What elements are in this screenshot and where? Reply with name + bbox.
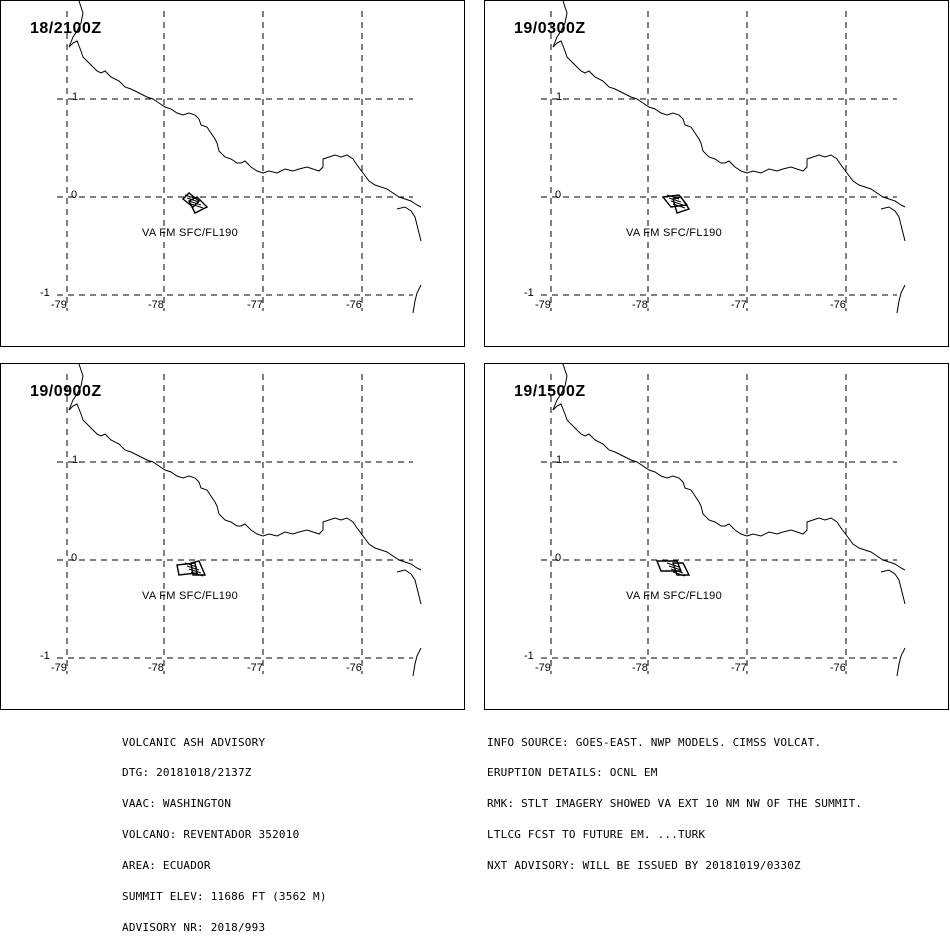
map-panel-2: 19/0300Z VA FM SFC/FL190 1 0 -1 -79 -78 … — [484, 0, 949, 347]
ash-cloud-polygon — [181, 192, 201, 208]
info-line: LTLCG FCST TO FUTURE EM. ...TURK — [487, 828, 706, 842]
lat-label: 0 — [71, 552, 78, 564]
panel-time: 19/0300Z — [514, 20, 586, 37]
ash-hatch — [666, 562, 680, 568]
coastline — [412, 647, 422, 677]
lon-label: -76 — [346, 299, 362, 311]
ash-hatch — [186, 197, 200, 203]
hazard-label: VA FM SFC/FL190 — [142, 227, 238, 239]
info-line: ERUPTION DETAILS: OCNL EM — [487, 766, 658, 780]
hazard-label: VA FM SFC/FL190 — [626, 227, 722, 239]
ash-hatch — [672, 203, 686, 209]
lon-label: -76 — [830, 662, 846, 674]
map-panel-3: 19/0900Z VA FM SFC/FL190 1 0 -1 -79 -78 … — [0, 363, 465, 710]
ash-hatch — [186, 565, 200, 571]
lon-label: -77 — [247, 299, 263, 311]
ash-cloud-polygon — [655, 560, 683, 572]
map-graphic — [57, 363, 422, 677]
lon-label: -79 — [535, 662, 551, 674]
lon-label: -77 — [247, 662, 263, 674]
ash-hatch — [184, 562, 198, 568]
info-line: NXT ADVISORY: WILL BE ISSUED BY 20181019… — [487, 859, 801, 873]
advisory-line: DTG: 20181018/2137Z — [122, 766, 252, 780]
ash-hatch — [184, 194, 198, 200]
info-line: RMK: STLT IMAGERY SHOWED VA EXT 10 NM NW… — [487, 797, 863, 811]
lon-label: -77 — [731, 299, 747, 311]
map-panel-4: 19/1500Z VA FM SFC/FL190 1 0 -1 -79 -78 … — [484, 363, 949, 710]
lat-label: 1 — [556, 454, 563, 466]
coastline — [412, 284, 422, 314]
advisory-info: INFO SOURCE: GOES-EAST. NWP MODELS. CIMS… — [487, 717, 862, 882]
hazard-label: VA FM SFC/FL190 — [142, 590, 238, 602]
advisory-line: SUMMIT ELEV: 11686 FT (3562 M) — [122, 890, 327, 904]
advisory-line: VAAC: WASHINGTON — [122, 797, 232, 811]
lat-label: 1 — [556, 91, 563, 103]
coastline — [68, 0, 422, 208]
lon-label: -76 — [830, 299, 846, 311]
lat-label: 1 — [72, 91, 79, 103]
info-line: INFO SOURCE: GOES-EAST. NWP MODELS. CIMS… — [487, 735, 822, 749]
panel-time: 19/0900Z — [30, 383, 102, 400]
coastline — [68, 363, 422, 571]
coastline — [896, 284, 906, 314]
ash-hatch — [670, 568, 684, 574]
map-graphic — [541, 0, 906, 314]
hazard-label: VA FM SFC/FL190 — [626, 590, 722, 602]
panel-time: 19/1500Z — [514, 383, 586, 400]
panel-time: 18/2100Z — [30, 20, 102, 37]
lat-label: -1 — [40, 287, 50, 299]
ash-hatch — [672, 571, 686, 577]
advisory-line: VOLCANIC ASH ADVISORY — [122, 735, 266, 749]
lat-label: 1 — [72, 454, 79, 466]
coastline — [896, 647, 906, 677]
map-graphic — [541, 363, 906, 677]
lat-label: 0 — [71, 189, 78, 201]
advisory-line: VOLCANO: REVENTADOR 352010 — [122, 828, 300, 842]
lon-label: -77 — [731, 662, 747, 674]
coastline — [396, 569, 422, 605]
lat-label: -1 — [524, 650, 534, 662]
ash-hatch — [190, 203, 204, 209]
advisory-header: VOLCANIC ASH ADVISORY DTG: 20181018/2137… — [122, 717, 327, 944]
lat-label: 0 — [555, 552, 562, 564]
advisory-line: ADVISORY NR: 2018/993 — [122, 920, 266, 934]
ash-hatch — [666, 194, 680, 200]
coastline — [880, 206, 906, 242]
lon-label: -79 — [51, 662, 67, 674]
ash-cloud-polygon — [176, 562, 198, 576]
ash-cloud-polygon — [672, 196, 691, 214]
map-graphic — [57, 0, 422, 314]
coastline — [552, 363, 906, 571]
coastline — [552, 0, 906, 208]
lon-label: -76 — [346, 662, 362, 674]
coastline — [880, 569, 906, 605]
lon-label: -78 — [632, 299, 648, 311]
map-panel-1: 18/2100Z VA FM SFC/FL190 1 0 -1 -79 -78 … — [0, 0, 465, 347]
lon-label: -78 — [148, 662, 164, 674]
lat-label: -1 — [524, 287, 534, 299]
lon-label: -79 — [51, 299, 67, 311]
lat-label: 0 — [555, 189, 562, 201]
lon-label: -79 — [535, 299, 551, 311]
ash-hatch — [190, 571, 204, 577]
coastline — [396, 206, 422, 242]
ash-hatch — [188, 200, 202, 206]
ash-hatch — [668, 565, 682, 571]
lon-label: -78 — [632, 662, 648, 674]
ash-hatch — [668, 197, 682, 203]
advisory-line: AREA: ECUADOR — [122, 859, 211, 873]
ash-cloud-polygon — [190, 560, 207, 576]
ash-hatch — [188, 568, 202, 574]
lon-label: -78 — [148, 299, 164, 311]
lat-label: -1 — [40, 650, 50, 662]
ash-hatch — [670, 200, 684, 206]
